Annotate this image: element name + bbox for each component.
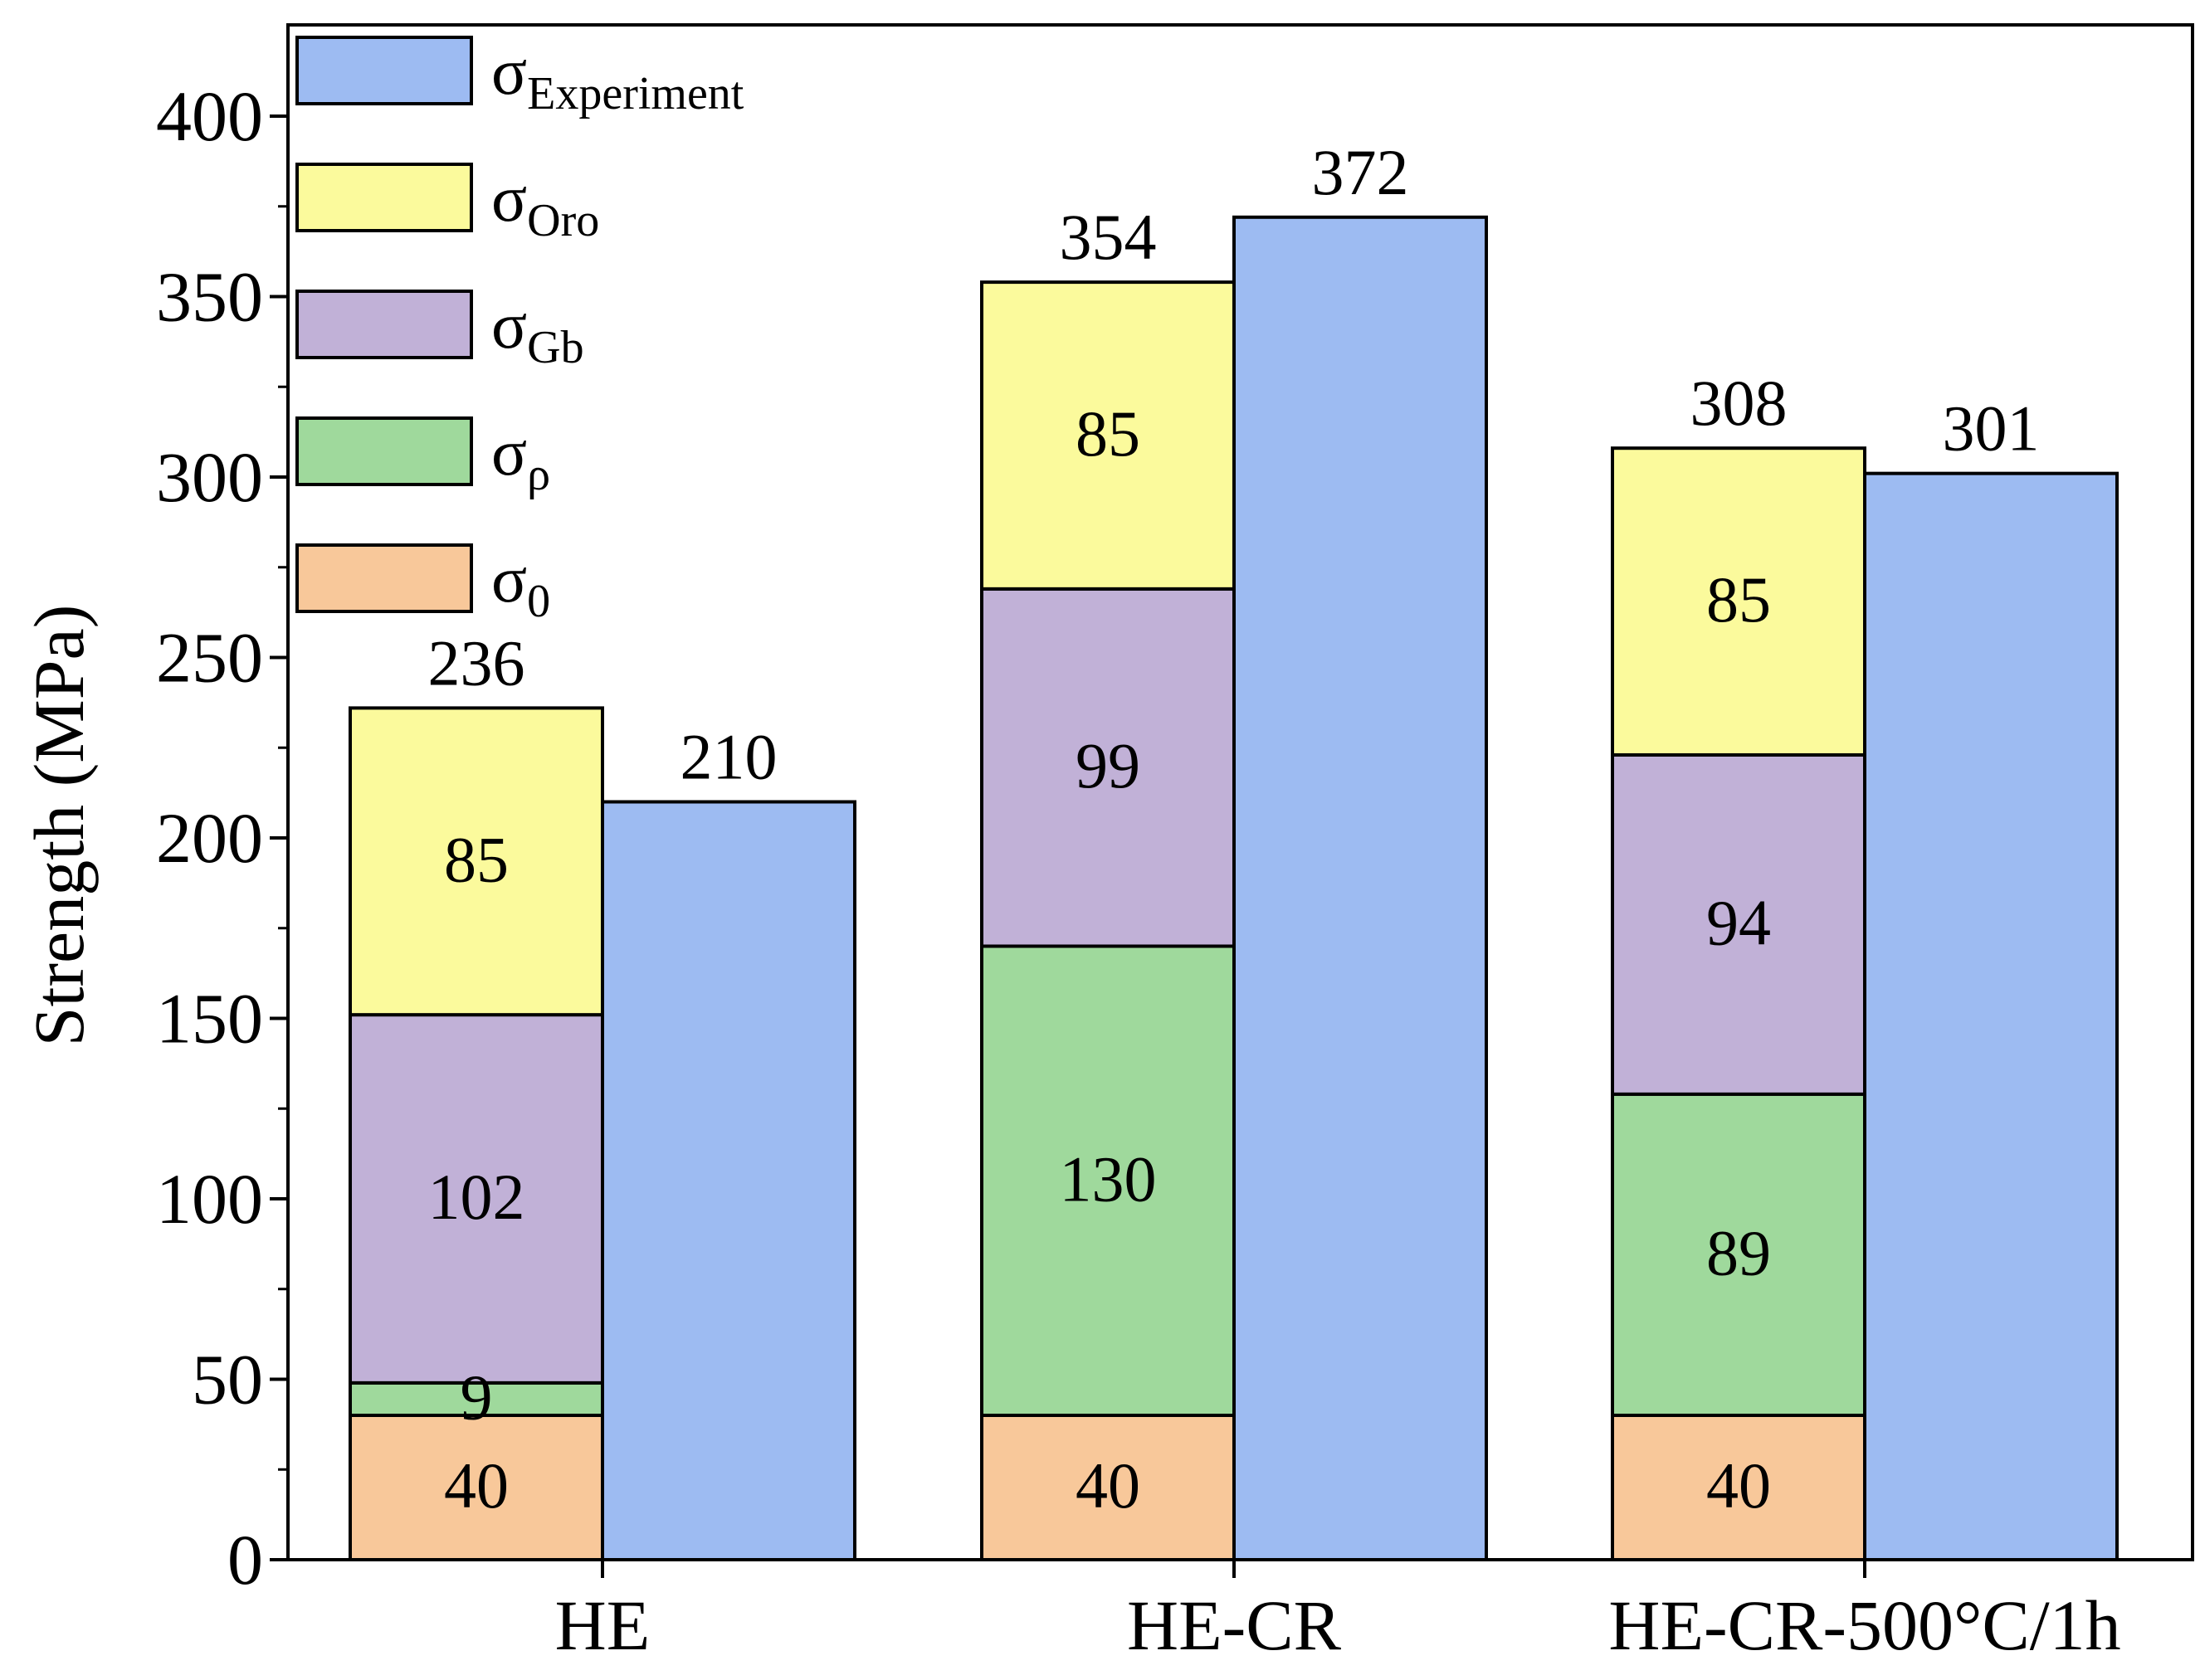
experiment-value-label: 210 [680,721,778,793]
y-tick-label: 350 [156,257,263,337]
experiment-value-label: 301 [1943,392,2040,465]
y-tick-label: 400 [156,76,263,156]
stack-segment-bar [349,1381,604,1417]
y-tick-label: 100 [156,1159,263,1239]
stack-total-label: 236 [428,626,525,699]
legend-label: σGb [491,290,584,373]
segment-value-label: 9 [461,1361,493,1433]
legend-label-subscript: Oro [527,195,599,246]
plot-frame [286,23,2194,1561]
x-tick-label: HE [555,1585,651,1665]
x-tick-label: HE-CR [1127,1585,1342,1665]
segment-value-label: 85 [1706,563,1771,635]
legend-swatch [295,163,473,232]
experiment-value-label: 372 [1312,136,1409,208]
y-tick-label: 50 [192,1340,263,1419]
stack-segment-bar [1611,446,1866,757]
legend-label-subscript: Experiment [527,68,744,119]
experiment-bar [1863,471,2119,1561]
stack-segment-bar [349,1414,604,1561]
segment-value-label: 40 [1076,1449,1140,1522]
legend-label-subscript: Gb [527,322,583,373]
data-labels-layer: 40 9 102 85 236 210 40 130 99 85 354 372 40 89 94 85 308… [428,136,2040,1522]
segment-value-label: 130 [1060,1142,1157,1215]
legend-label: σ0 [491,543,550,627]
legend-label-subscript: 0 [527,576,550,627]
experiment-bar [601,800,856,1561]
experiment-bar [1232,215,1488,1561]
x-tick-label: HE-CR-500°C/1h [1608,1585,2120,1665]
y-tick-label: 200 [156,798,263,878]
axes-layer: HE HE-CR HE-CR-500°C/1h 0 50 100 150 200 250 300 3… [156,23,2194,1665]
segment-value-label: 94 [1706,886,1771,958]
segment-value-label: 85 [1076,397,1140,470]
y-tick-label: 300 [156,437,263,517]
legend-label: σρ [491,416,550,500]
segment-value-label: 40 [444,1449,509,1522]
segment-value-label: 89 [1706,1216,1771,1288]
stack-total-label: 308 [1690,367,1788,439]
y-tick-label: 0 [227,1520,263,1600]
stack-total-label: 354 [1060,201,1157,273]
y-axis-title: Strength (MPa) [19,605,99,1047]
segment-value-label: 40 [1706,1449,1771,1522]
y-tick-label: 150 [156,979,263,1059]
legend-label: σExperiment [491,36,744,119]
stack-segment-bar [980,944,1236,1417]
bars-layer [349,215,2119,1561]
legend-swatch [295,416,473,486]
stack-segment-bar [349,706,604,1017]
legend-label: σOro [491,163,599,246]
legend-swatch [295,290,473,359]
stack-segment-bar [980,587,1236,948]
legend: σExperiment σOro σGb σρ σ0 [295,36,744,627]
legend-label-subscript: ρ [527,449,550,500]
segment-value-label: 85 [444,823,509,895]
stack-segment-bar [980,280,1236,591]
legend-swatch [295,36,473,105]
segment-value-label: 99 [1076,729,1140,801]
segment-value-label: 102 [428,1161,525,1233]
y-tick-label: 250 [156,618,263,698]
stack-segment-bar [1611,1092,1866,1417]
legend-swatch [295,543,473,613]
